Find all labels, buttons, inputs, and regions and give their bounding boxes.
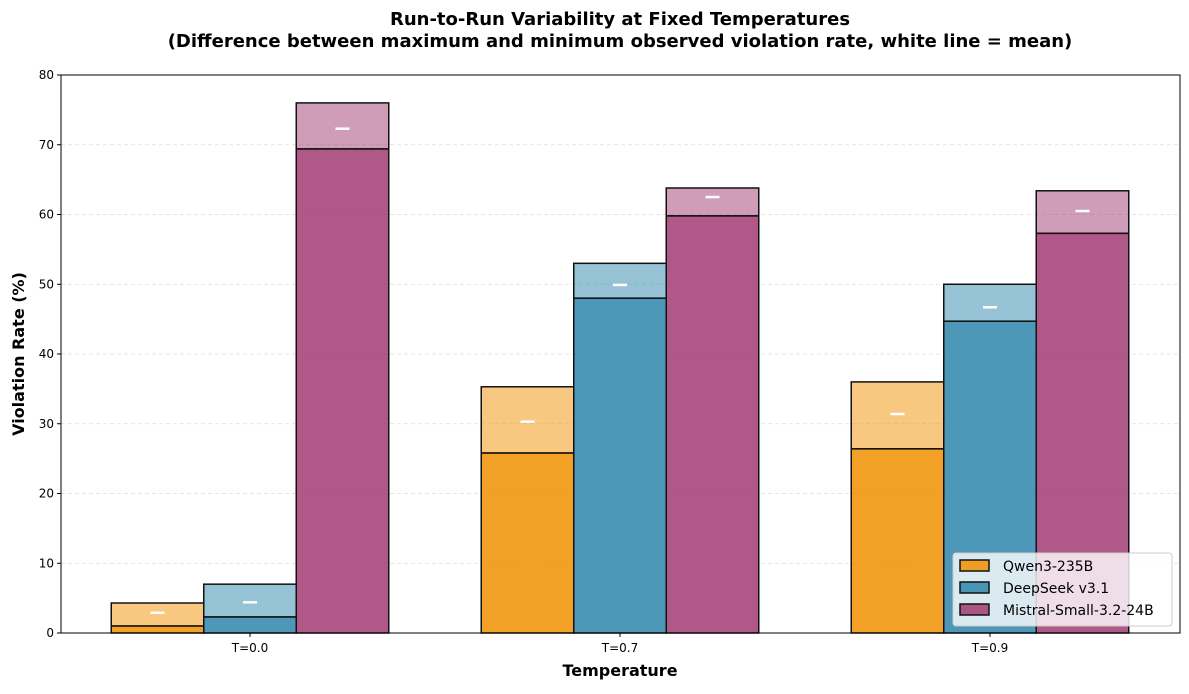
x-axis: T=0.0 T=0.7 T=0.9 xyxy=(231,633,1008,655)
x-tick-label: T=0.9 xyxy=(971,641,1008,655)
legend-swatch xyxy=(959,603,990,616)
legend-box xyxy=(952,552,1173,627)
x-axis-label: Temperature xyxy=(562,661,677,680)
x-tick-label: T=0.7 xyxy=(601,641,638,655)
range-bar-1 xyxy=(203,583,297,618)
min-bar-1 xyxy=(573,297,667,634)
legend: Qwen3-235B DeepSeek v3.1 Mistral-Small-3.2… xyxy=(952,552,1173,627)
legend-swatch xyxy=(959,581,990,594)
range-bar-0 xyxy=(110,602,205,627)
y-tick-label: 20 xyxy=(39,487,54,501)
legend-label: DeepSeek v3.1 xyxy=(1003,581,1109,597)
y-tick-label: 30 xyxy=(39,417,54,431)
y-tick-label: 50 xyxy=(39,277,54,291)
range-bar-2 xyxy=(295,102,390,150)
range-bar-0 xyxy=(480,386,575,454)
y-tick-label: 60 xyxy=(39,208,54,222)
y-tick-label: 10 xyxy=(39,556,54,570)
y-axis-label: Violation Rate (%) xyxy=(9,272,28,436)
bars xyxy=(110,102,1130,634)
x-tick-label: T=0.0 xyxy=(231,641,268,655)
y-tick-label: 70 xyxy=(39,138,54,152)
range-bar-1 xyxy=(573,262,667,299)
chart-title: Run-to-Run Variability at Fixed Temperat… xyxy=(390,9,850,30)
chart-subtitle: (Difference between maximum and minimum … xyxy=(168,31,1073,52)
range-bar-2 xyxy=(665,187,760,217)
min-bar-2 xyxy=(665,215,760,634)
min-bar-1 xyxy=(203,616,297,634)
range-bar-1 xyxy=(943,283,1037,322)
y-tick-label: 40 xyxy=(39,347,54,361)
y-tick-label: 80 xyxy=(39,68,54,82)
range-bar-0 xyxy=(850,381,945,450)
min-bar-0 xyxy=(480,452,575,634)
y-axis: 0 10 20 30 40 50 60 70 80 xyxy=(39,68,61,640)
legend-label: Mistral-Small-3.2-24B xyxy=(1003,603,1154,619)
y-tick-label: 0 xyxy=(46,626,54,640)
legend-swatch xyxy=(959,559,990,572)
min-bar-2 xyxy=(295,148,390,634)
range-bar-2 xyxy=(1035,190,1130,235)
min-bar-0 xyxy=(110,625,205,634)
min-bar-0 xyxy=(850,448,945,634)
legend-label: Qwen3-235B xyxy=(1003,559,1093,575)
